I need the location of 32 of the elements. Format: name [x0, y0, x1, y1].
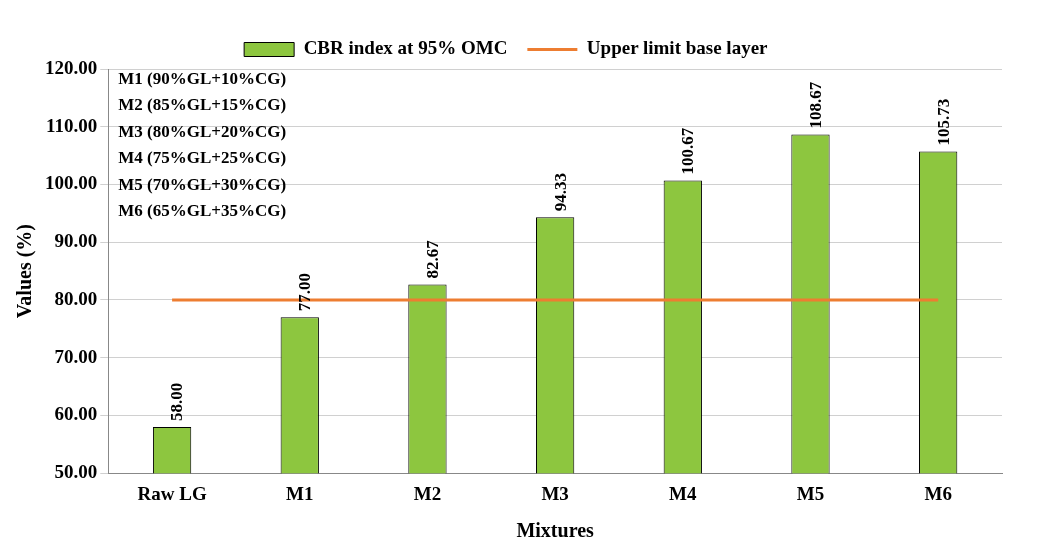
y-tick-label: 100.00 [45, 172, 98, 194]
data-label: 108.67 [805, 81, 825, 129]
y-tick-label: 110.00 [46, 114, 98, 136]
data-label: 105.73 [933, 98, 953, 146]
annotation: M3 (80%GL+20%CG) [118, 121, 287, 141]
y-tick-label: 50.00 [54, 461, 98, 483]
x-tick-label: M1 [286, 482, 314, 504]
y-tick-label: 60.00 [54, 403, 98, 425]
data-label: 58.00 [167, 382, 187, 422]
y-tick-label: 90.00 [54, 230, 98, 252]
x-tick-label: M4 [669, 482, 698, 504]
y-tick-label: 80.00 [54, 287, 98, 309]
data-label: 100.67 [678, 127, 698, 175]
annotation: M5 (70%GL+30%CG) [118, 174, 287, 194]
legend-label: Upper limit base layer [586, 37, 769, 59]
legend-label: CBR index at 95% OMC [303, 37, 508, 59]
annotation: M1 (90%GL+10%CG) [118, 68, 287, 88]
x-tick-label: M6 [924, 482, 952, 504]
x-tick-label: M2 [413, 482, 442, 504]
annotation: M4 (75%GL+25%CG) [118, 148, 287, 168]
annotation: M6 (65%GL+35%CG) [118, 201, 287, 221]
y-tick-label: 120.00 [45, 56, 98, 78]
y-tick-label: 70.00 [54, 345, 98, 367]
data-label: 77.00 [295, 273, 315, 312]
y-axis-title: Values (%) [13, 223, 37, 319]
x-axis-title: Mixtures [516, 519, 595, 542]
annotation: M2 (85%GL+15%CG) [118, 95, 287, 115]
x-tick-label: M5 [796, 482, 825, 504]
x-tick-label: M3 [541, 482, 569, 504]
x-tick-label: Raw LG [137, 482, 207, 504]
data-label: 94.33 [550, 172, 570, 212]
data-label: 82.67 [422, 239, 442, 279]
